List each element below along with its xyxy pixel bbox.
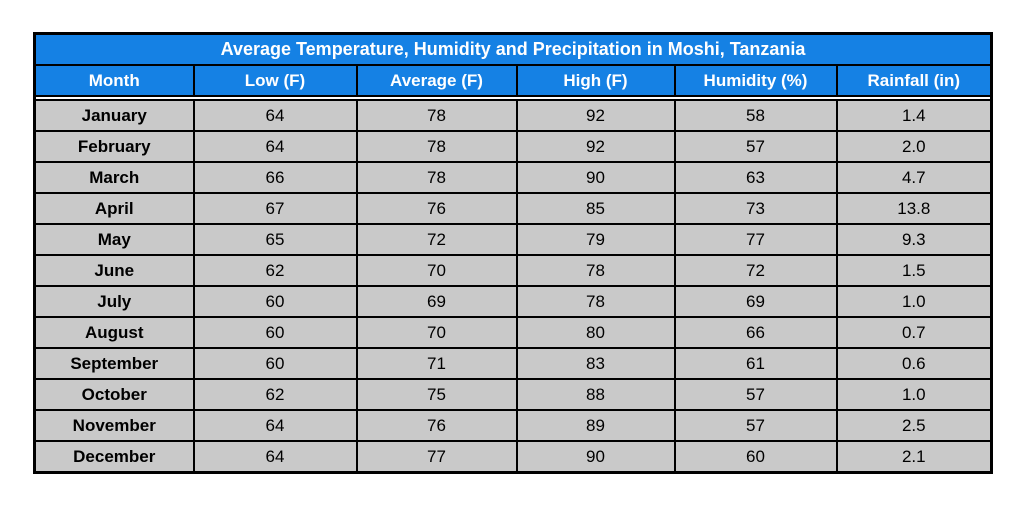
value-cell: 69 bbox=[355, 285, 518, 318]
month-cell: November bbox=[33, 409, 195, 442]
column-header-month: Month bbox=[33, 64, 195, 97]
value-cell: 78 bbox=[355, 99, 518, 132]
value-cell: 66 bbox=[673, 316, 838, 349]
value-cell: 78 bbox=[355, 161, 518, 194]
table-row: February 64 78 92 57 2.0 bbox=[33, 130, 993, 163]
table-row: April 67 76 85 73 13.8 bbox=[33, 192, 993, 225]
table-row: January 64 78 92 58 1.4 bbox=[33, 99, 993, 132]
table-row: March 66 78 90 63 4.7 bbox=[33, 161, 993, 194]
value-cell: 64 bbox=[192, 409, 358, 442]
weather-table-container: Average Temperature, Humidity and Precip… bbox=[33, 32, 994, 474]
value-cell: 83 bbox=[515, 347, 676, 380]
table-row: November 64 76 89 57 2.5 bbox=[33, 409, 993, 442]
value-cell: 57 bbox=[673, 409, 838, 442]
value-cell: 72 bbox=[355, 223, 518, 256]
table-row: December 64 77 90 60 2.1 bbox=[33, 440, 993, 474]
month-cell: October bbox=[33, 378, 195, 411]
value-cell: 92 bbox=[515, 130, 676, 163]
month-cell: September bbox=[33, 347, 195, 380]
value-cell: 64 bbox=[192, 440, 358, 474]
value-cell: 1.5 bbox=[835, 254, 993, 287]
month-cell: February bbox=[33, 130, 195, 163]
value-cell: 75 bbox=[355, 378, 518, 411]
table-row: May 65 72 79 77 9.3 bbox=[33, 223, 993, 256]
section-gap bbox=[34, 95, 992, 101]
value-cell: 90 bbox=[515, 440, 676, 474]
value-cell: 85 bbox=[515, 192, 676, 225]
table-row: September 60 71 83 61 0.6 bbox=[33, 347, 993, 380]
value-cell: 89 bbox=[515, 409, 676, 442]
value-cell: 76 bbox=[355, 409, 518, 442]
value-cell: 0.7 bbox=[835, 316, 993, 349]
month-cell: June bbox=[33, 254, 195, 287]
table-row: October 62 75 88 57 1.0 bbox=[33, 378, 993, 411]
value-cell: 90 bbox=[515, 161, 676, 194]
value-cell: 66 bbox=[192, 161, 358, 194]
value-cell: 57 bbox=[673, 130, 838, 163]
value-cell: 64 bbox=[192, 99, 358, 132]
value-cell: 69 bbox=[673, 285, 838, 318]
value-cell: 92 bbox=[515, 99, 676, 132]
month-cell: May bbox=[33, 223, 195, 256]
value-cell: 78 bbox=[515, 254, 676, 287]
table-row: July 60 69 78 69 1.0 bbox=[33, 285, 993, 318]
value-cell: 9.3 bbox=[835, 223, 993, 256]
month-cell: January bbox=[33, 99, 195, 132]
value-cell: 2.1 bbox=[835, 440, 993, 474]
month-cell: December bbox=[33, 440, 195, 474]
table-row: June 62 70 78 72 1.5 bbox=[33, 254, 993, 287]
value-cell: 4.7 bbox=[835, 161, 993, 194]
column-header-rainfall: Rainfall (in) bbox=[835, 64, 993, 97]
value-cell: 60 bbox=[673, 440, 838, 474]
column-header-high: High (F) bbox=[515, 64, 676, 97]
value-cell: 1.0 bbox=[835, 378, 993, 411]
value-cell: 0.6 bbox=[835, 347, 993, 380]
value-cell: 71 bbox=[355, 347, 518, 380]
column-header-average: Average (F) bbox=[355, 64, 518, 97]
value-cell: 57 bbox=[673, 378, 838, 411]
value-cell: 70 bbox=[355, 254, 518, 287]
title-row: Average Temperature, Humidity and Precip… bbox=[33, 32, 993, 66]
value-cell: 60 bbox=[192, 285, 358, 318]
value-cell: 78 bbox=[515, 285, 676, 318]
value-cell: 79 bbox=[515, 223, 676, 256]
value-cell: 80 bbox=[515, 316, 676, 349]
value-cell: 78 bbox=[355, 130, 518, 163]
value-cell: 60 bbox=[192, 316, 358, 349]
month-cell: March bbox=[33, 161, 195, 194]
value-cell: 77 bbox=[355, 440, 518, 474]
table-header: Average Temperature, Humidity and Precip… bbox=[33, 32, 993, 101]
value-cell: 1.4 bbox=[835, 99, 993, 132]
value-cell: 63 bbox=[673, 161, 838, 194]
value-cell: 72 bbox=[673, 254, 838, 287]
month-cell: July bbox=[33, 285, 195, 318]
value-cell: 77 bbox=[673, 223, 838, 256]
value-cell: 76 bbox=[355, 192, 518, 225]
month-cell: August bbox=[33, 316, 195, 349]
value-cell: 61 bbox=[673, 347, 838, 380]
weather-table: Average Temperature, Humidity and Precip… bbox=[33, 32, 994, 474]
column-header-low: Low (F) bbox=[192, 64, 358, 97]
value-cell: 60 bbox=[192, 347, 358, 380]
column-header-row: Month Low (F) Average (F) High (F) Humid… bbox=[33, 64, 993, 97]
table-body: January 64 78 92 58 1.4 February 64 78 92 57 2.0 Mar… bbox=[33, 99, 993, 474]
value-cell: 73 bbox=[673, 192, 838, 225]
value-cell: 13.8 bbox=[835, 192, 993, 225]
table-row: August 60 70 80 66 0.7 bbox=[33, 316, 993, 349]
table-title: Average Temperature, Humidity and Precip… bbox=[33, 32, 993, 66]
value-cell: 65 bbox=[192, 223, 358, 256]
value-cell: 58 bbox=[673, 99, 838, 132]
value-cell: 64 bbox=[192, 130, 358, 163]
value-cell: 2.0 bbox=[835, 130, 993, 163]
value-cell: 62 bbox=[192, 254, 358, 287]
value-cell: 62 bbox=[192, 378, 358, 411]
value-cell: 1.0 bbox=[835, 285, 993, 318]
month-cell: April bbox=[33, 192, 195, 225]
value-cell: 70 bbox=[355, 316, 518, 349]
column-header-humidity: Humidity (%) bbox=[673, 64, 838, 97]
value-cell: 2.5 bbox=[835, 409, 993, 442]
value-cell: 67 bbox=[192, 192, 358, 225]
value-cell: 88 bbox=[515, 378, 676, 411]
